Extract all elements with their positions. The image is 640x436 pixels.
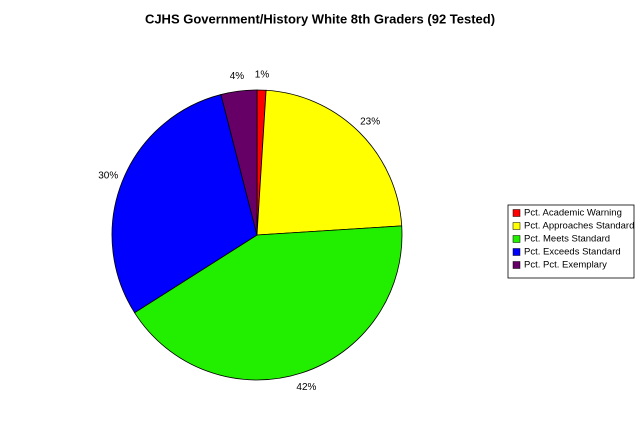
legend-label: Pct. Academic Warning xyxy=(524,208,622,219)
pie-slice xyxy=(220,89,258,236)
legend-box xyxy=(507,204,635,279)
chart-title: CJHS Government/History White 8th Grader… xyxy=(145,11,495,26)
legend-label: Pct. Approaches Standard xyxy=(524,221,634,232)
pie-slice xyxy=(134,225,403,381)
slice-label: 4% xyxy=(230,71,245,82)
pie-slice xyxy=(256,89,403,236)
legend-swatch xyxy=(512,261,521,269)
legend-label: Pct. Pct. Exemplary xyxy=(524,260,607,271)
legend-label: Pct. Exceeds Standard xyxy=(524,247,621,258)
slice-label: 30% xyxy=(98,171,118,182)
legend-swatch xyxy=(512,209,521,217)
legend-swatch xyxy=(512,235,521,243)
slice-label: 1% xyxy=(255,70,270,81)
legend-swatch xyxy=(512,222,521,230)
legend-label: Pct. Meets Standard xyxy=(524,234,610,245)
legend-swatch xyxy=(512,248,521,256)
slice-label: 42% xyxy=(296,382,316,393)
slice-label: 23% xyxy=(360,117,380,128)
pie-slice xyxy=(111,94,258,314)
